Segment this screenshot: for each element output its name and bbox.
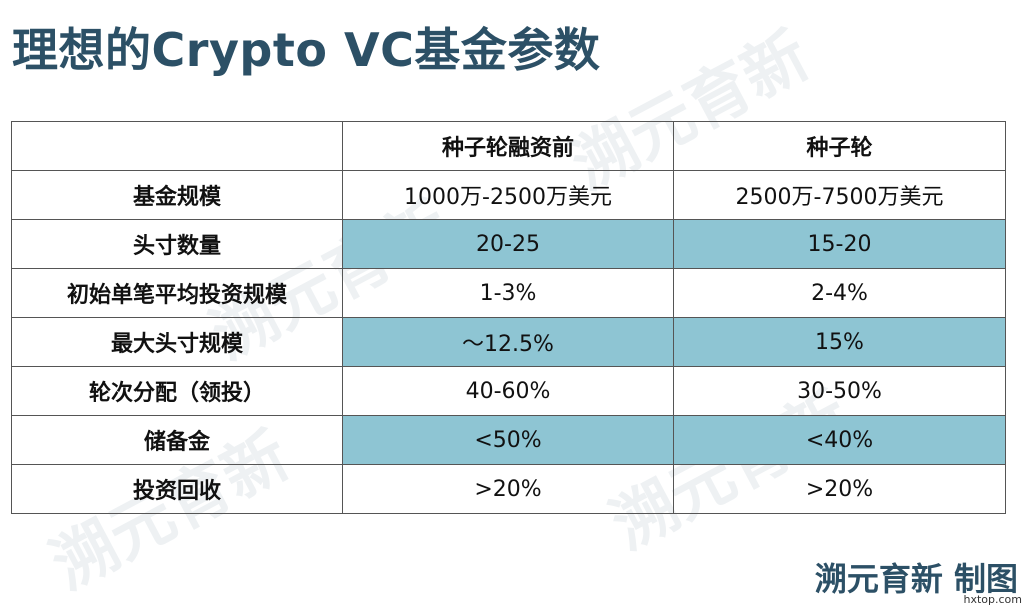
header-cell-empty: [11, 121, 343, 171]
table-cell: >20%: [342, 464, 674, 514]
row-label: 轮次分配（领投）: [11, 366, 343, 416]
table-cell: 40-60%: [342, 366, 674, 416]
table-row: 基金规模 1000万-2500万美元 2500万-7500万美元: [11, 170, 1006, 220]
page-title: 理想的Crypto VC基金参数: [12, 23, 601, 77]
table-cell: <50%: [342, 415, 674, 465]
row-label: 初始单笔平均投资规模: [11, 268, 343, 318]
row-label: 最大头寸规模: [11, 317, 343, 367]
table-cell: ～12.5%: [342, 317, 674, 367]
table-header-row: 种子轮融资前 种子轮: [11, 121, 1006, 171]
footer-brand: 溯元育新 制图: [814, 560, 1018, 598]
table-cell: 2500万-7500万美元: [673, 170, 1006, 220]
table-cell: 15%: [673, 317, 1006, 367]
table-cell: >20%: [673, 464, 1006, 514]
row-label: 头寸数量: [11, 219, 343, 269]
site-watermark: hxtop.com: [961, 593, 1024, 606]
table-cell: 1-3%: [342, 268, 674, 318]
row-label: 投资回收: [11, 464, 343, 514]
table-row: 最大头寸规模 ～12.5% 15%: [11, 317, 1006, 367]
table-row: 投资回收 >20% >20%: [11, 464, 1006, 514]
table-cell: 30-50%: [673, 366, 1006, 416]
table-row: 储备金 <50% <40%: [11, 415, 1006, 465]
parameter-table-container: 种子轮融资前 种子轮 基金规模 1000万-2500万美元 2500万-7500…: [11, 121, 1006, 514]
table-cell: <40%: [673, 415, 1006, 465]
table-row: 轮次分配（领投） 40-60% 30-50%: [11, 366, 1006, 416]
row-label: 储备金: [11, 415, 343, 465]
header-cell-pre-seed: 种子轮融资前: [342, 121, 674, 171]
table-cell: 1000万-2500万美元: [342, 170, 674, 220]
row-label: 基金规模: [11, 170, 343, 220]
header-cell-seed: 种子轮: [673, 121, 1006, 171]
table-row: 初始单笔平均投资规模 1-3% 2-4%: [11, 268, 1006, 318]
table-cell: 2-4%: [673, 268, 1006, 318]
table-cell: 15-20: [673, 219, 1006, 269]
table-cell: 20-25: [342, 219, 674, 269]
parameter-table: 种子轮融资前 种子轮 基金规模 1000万-2500万美元 2500万-7500…: [11, 121, 1006, 514]
table-row: 头寸数量 20-25 15-20: [11, 219, 1006, 269]
